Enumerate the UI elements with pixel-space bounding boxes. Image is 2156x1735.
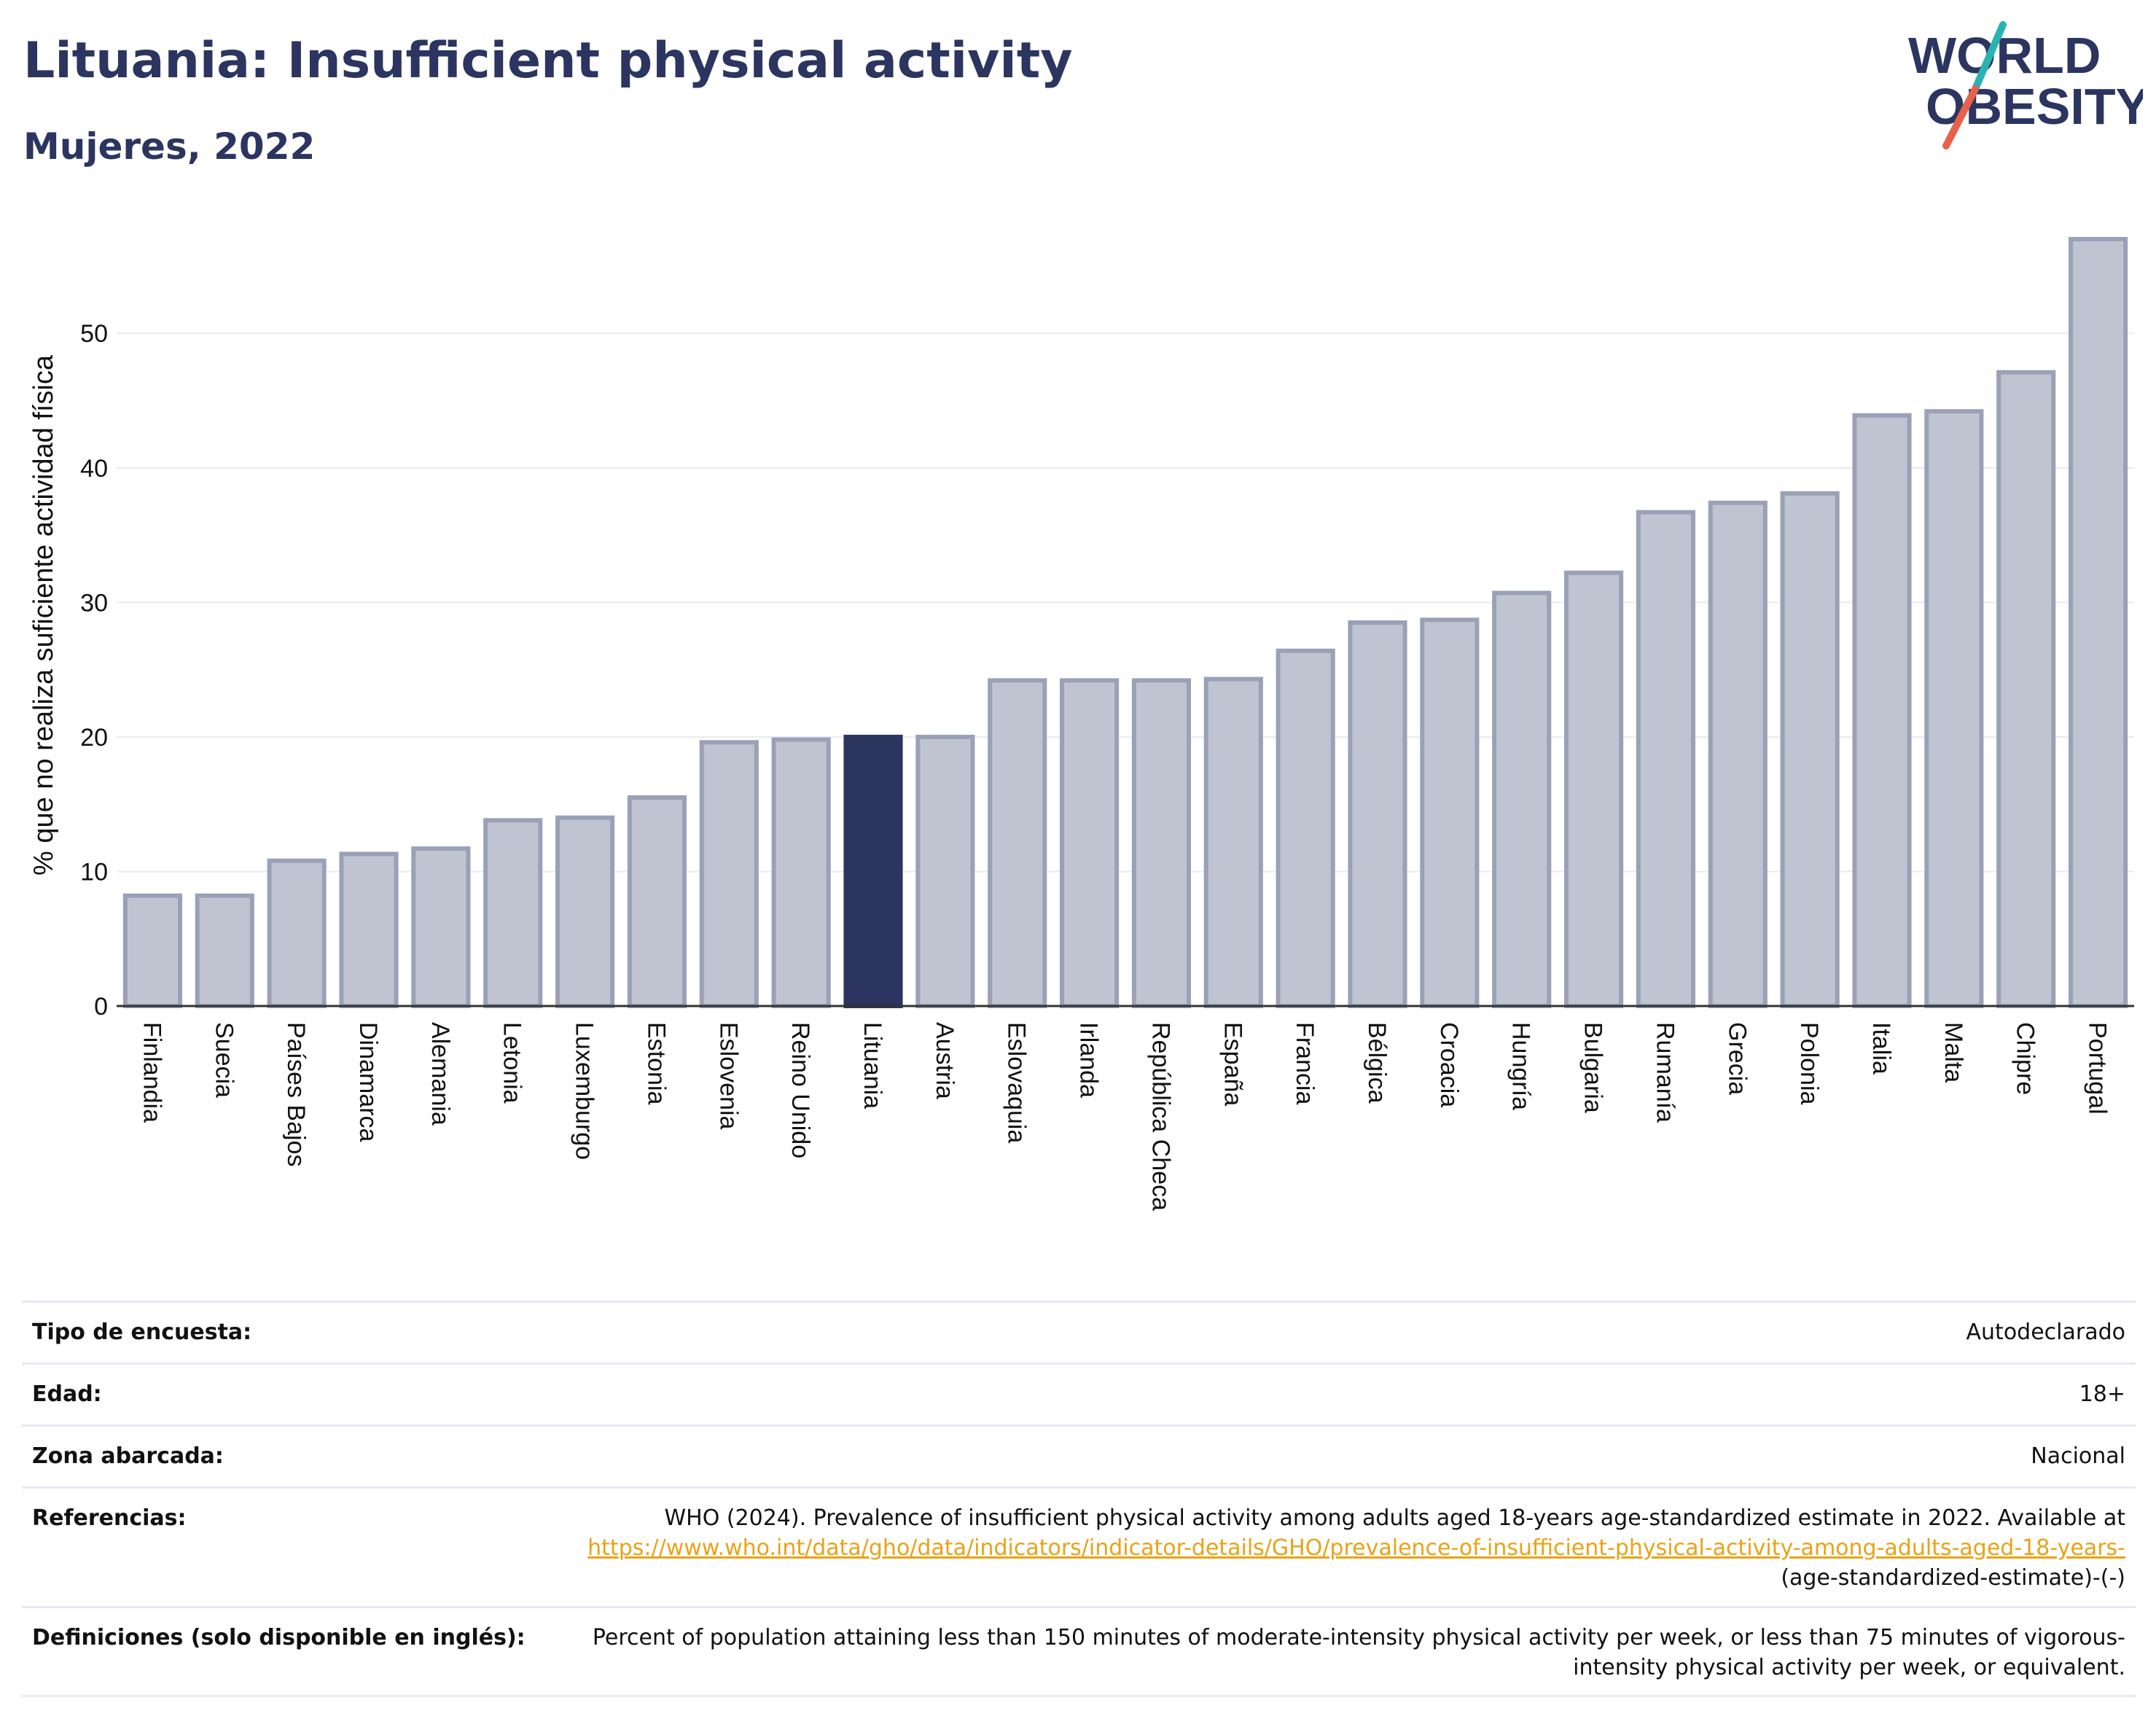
x-tick-label: Rumanía <box>1651 1022 1679 1123</box>
references-text: WHO (2024). Prevalence of insufficient p… <box>664 1505 2125 1531</box>
bar-luxemburgo <box>555 815 615 1008</box>
page-subtitle: Mujeres, 2022 <box>23 125 316 168</box>
bar-chipre <box>1996 370 2056 1009</box>
bar-malta <box>1924 409 1984 1008</box>
bar-finlandia <box>122 893 182 1009</box>
bar-francia <box>1276 648 1335 1008</box>
bar-bélgica <box>1348 620 1407 1008</box>
x-tick-label: Portugal <box>2084 1022 2112 1115</box>
x-tick-label: Croacia <box>1435 1022 1463 1107</box>
bar-dinamarca <box>339 851 399 1008</box>
metadata-row-definitions: Definiciones (solo disponible en inglés)… <box>22 1606 2136 1697</box>
x-tick-label: Polonia <box>1795 1022 1823 1105</box>
y-axis-ticks: 0 10 20 30 40 50 <box>80 320 108 1021</box>
bars <box>122 237 2128 1009</box>
logo-slash-coral <box>1942 85 1979 149</box>
age-value: 18+ <box>535 1362 2136 1427</box>
world-obesity-logo: WORLD OBESITY <box>1908 21 2143 149</box>
x-tick-label: Eslovenia <box>714 1022 742 1130</box>
references-link[interactable]: https://www.who.int/data/gho/data/indica… <box>587 1535 2125 1561</box>
x-tick-label: Países Bajos <box>282 1022 310 1166</box>
bar-bulgaria <box>1564 570 1624 1008</box>
x-tick-label: Chipre <box>2012 1022 2039 1095</box>
metadata-row-references: Referencias: WHO (2024). Prevalence of i… <box>22 1486 2136 1608</box>
bar-hungría <box>1492 590 1552 1008</box>
metadata-row-survey-type: Tipo de encuesta: Autodeclarado <box>22 1301 2136 1365</box>
x-tick-label: Hungría <box>1507 1022 1535 1110</box>
x-tick-label: Irlanda <box>1075 1022 1103 1098</box>
x-tick-label: Dinamarca <box>354 1022 382 1142</box>
y-axis-label: % que no realiza suficiente actividad fí… <box>28 354 59 876</box>
bar-eslovaquia <box>988 678 1047 1008</box>
x-tick-label: Letonia <box>499 1022 526 1104</box>
references-tail: (age-standardized-estimate)-(-) <box>1781 1565 2125 1591</box>
bar-croacia <box>1420 617 1480 1008</box>
bar-letonia <box>483 818 543 1009</box>
y-tick-label: 40 <box>80 455 108 483</box>
area-label: Zona abarcada: <box>22 1424 536 1489</box>
survey-type-value: Autodeclarado <box>535 1301 2136 1365</box>
x-tick-label: Bulgaria <box>1579 1022 1607 1113</box>
bar-república-checa <box>1131 678 1191 1008</box>
y-tick-label: 50 <box>80 320 108 348</box>
references-label: Referencias: <box>22 1486 536 1608</box>
bar-alemania <box>411 846 471 1008</box>
bar-chart: 0 10 20 30 40 50 Finlandia Suecia Países Bajos D… <box>28 237 2134 1211</box>
x-tick-label: Grecia <box>1723 1022 1751 1095</box>
x-tick-label: Austria <box>931 1022 958 1099</box>
x-tick-label: Reino Unido <box>786 1022 814 1158</box>
x-tick-label: Francia <box>1291 1022 1319 1104</box>
references-value: WHO (2024). Prevalence of insufficient p… <box>535 1486 2136 1608</box>
y-tick-label: 30 <box>80 589 108 617</box>
x-tick-label: Lituania <box>859 1022 886 1109</box>
x-tick-label: Italia <box>1867 1022 1895 1075</box>
survey-type-label: Tipo de encuesta: <box>22 1301 536 1365</box>
bar-italia <box>1852 413 1912 1008</box>
x-tick-label: Finlandia <box>138 1022 165 1123</box>
bar-austria <box>915 734 975 1008</box>
y-tick-label: 0 <box>94 993 108 1021</box>
x-tick-label: Luxemburgo <box>571 1022 598 1160</box>
bar-reino-unido <box>771 737 831 1008</box>
area-value: Nacional <box>535 1424 2136 1489</box>
x-tick-label: República Checa <box>1147 1022 1174 1211</box>
bar-españa <box>1203 677 1263 1009</box>
bar-estonia <box>627 795 687 1008</box>
metadata-row-age: Edad: 18+ <box>22 1362 2136 1427</box>
bar-portugal <box>2069 237 2128 1008</box>
age-label: Edad: <box>22 1362 536 1427</box>
logo-text-world: WORLD <box>1908 27 2101 84</box>
bar-países-bajos <box>267 858 327 1009</box>
y-tick-label: 20 <box>80 724 108 752</box>
x-axis-ticks: Finlandia Suecia Países Bajos Dinamarca Alem… <box>138 1022 2111 1211</box>
bar-polonia <box>1780 491 1840 1008</box>
x-tick-label: Alemania <box>426 1022 454 1126</box>
x-tick-label: Suecia <box>210 1022 238 1098</box>
definitions-value: Percent of population attaining less tha… <box>535 1606 2136 1697</box>
logo-text-obesity: OBESITY <box>1926 78 2143 135</box>
x-tick-label: Eslovaquia <box>1003 1022 1031 1143</box>
bar-eslovenia <box>699 740 759 1008</box>
metadata-table: Tipo de encuesta: Autodeclarado Edad: 18… <box>22 1301 2136 1697</box>
logo-slash-teal <box>1972 21 2007 93</box>
bar-suecia <box>195 893 254 1009</box>
x-tick-label: Estonia <box>642 1022 670 1104</box>
x-tick-label: Bélgica <box>1363 1022 1391 1104</box>
definitions-label: Definiciones (solo disponible en inglés)… <box>22 1606 536 1697</box>
metadata-row-area: Zona abarcada: Nacional <box>22 1424 2136 1489</box>
y-tick-label: 10 <box>80 858 108 886</box>
bar-lituania <box>843 734 903 1008</box>
bar-grecia <box>1708 500 1768 1008</box>
page-title: Lituania: Insufficient physical activity <box>23 32 1073 90</box>
bar-rumanía <box>1636 510 1695 1008</box>
bar-irlanda <box>1060 678 1120 1008</box>
x-tick-label: Malta <box>1940 1022 1967 1083</box>
x-tick-label: España <box>1219 1022 1246 1106</box>
